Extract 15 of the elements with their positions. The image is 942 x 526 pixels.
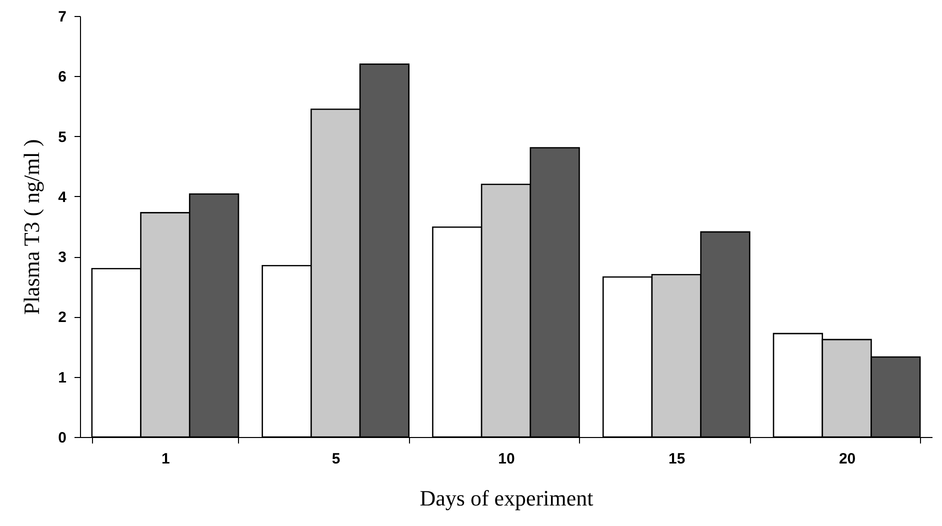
x-tick-label: 15 [668,450,686,468]
y-tick-label: 7 [58,8,66,26]
x-axis-title: Days of experiment [420,486,594,510]
y-tick-label: 3 [58,249,66,266]
x-tick-label: 20 [838,450,856,468]
y-tick-label: 5 [58,128,66,146]
y-tick-label: 6 [58,68,66,86]
y-tick-label: 0 [58,430,66,446]
y-tick-label: 4 [58,188,68,206]
x-tick-label: 1 [162,450,170,468]
x-tick-label: 5 [332,450,340,468]
y-tick-label: 1 [58,369,66,386]
y-tick-label: 2 [58,309,66,326]
y-axis-title: Plasma T3 ( ng/ml ) [19,139,44,315]
x-tick-label: 10 [498,450,515,468]
